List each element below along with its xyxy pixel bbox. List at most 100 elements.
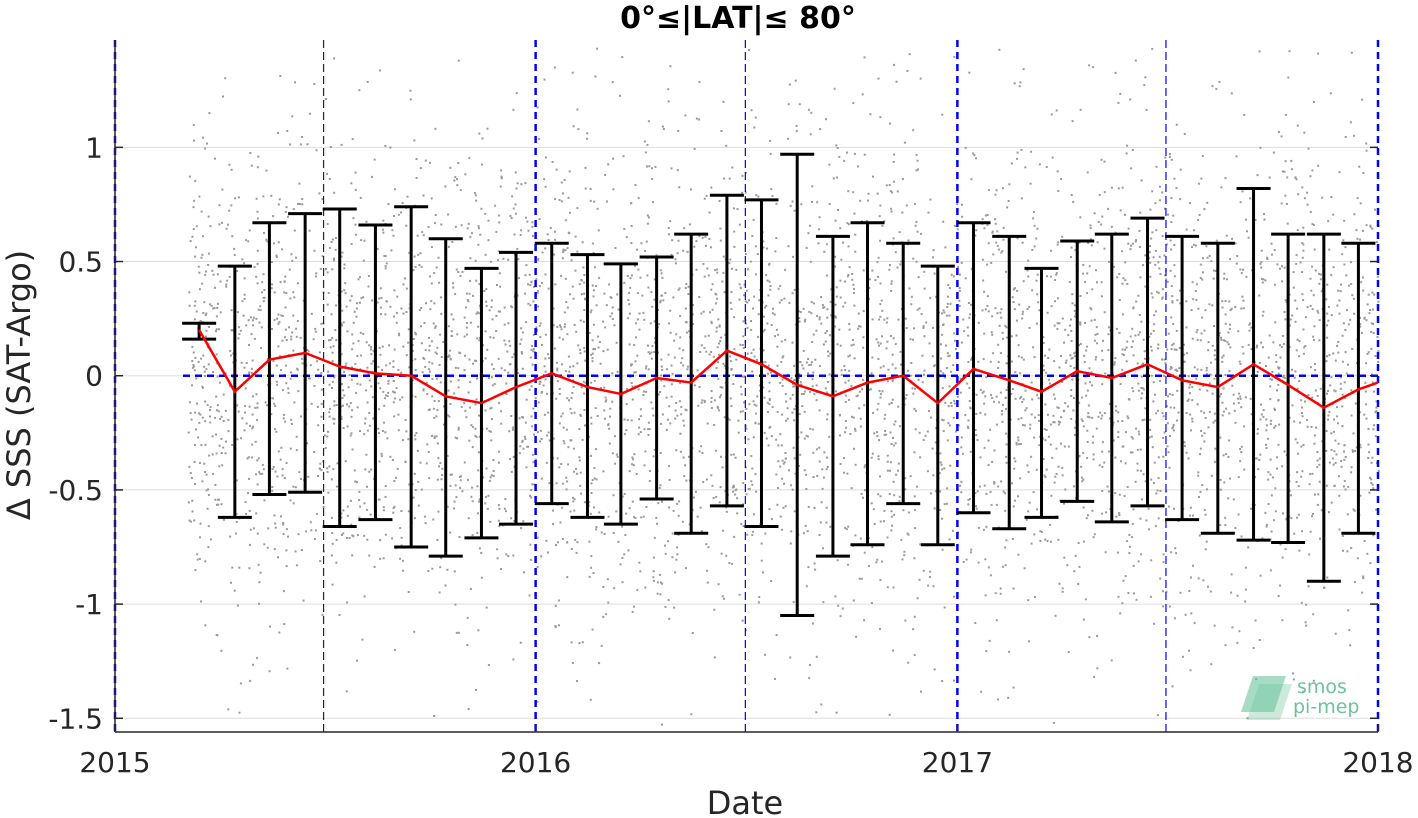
scatter-point xyxy=(787,103,790,106)
scatter-point xyxy=(748,299,750,302)
scatter-point xyxy=(189,472,192,474)
scatter-point xyxy=(208,326,210,328)
scatter-point xyxy=(752,218,755,221)
scatter-point xyxy=(328,178,331,180)
scatter-point xyxy=(351,138,354,141)
scatter-point xyxy=(551,161,554,163)
scatter-point xyxy=(474,359,476,362)
scatter-point xyxy=(427,409,430,411)
scatter-point xyxy=(392,380,395,383)
scatter-point xyxy=(449,380,452,383)
scatter-point xyxy=(769,285,772,287)
scatter-point xyxy=(1092,536,1095,539)
scatter-point xyxy=(591,360,594,363)
scatter-point xyxy=(1058,582,1061,585)
scatter-point xyxy=(427,570,430,573)
scatter-point xyxy=(667,599,670,602)
scatter-point xyxy=(1176,419,1178,422)
scatter-point xyxy=(1265,424,1268,427)
scatter-point xyxy=(326,470,329,473)
scatter-point xyxy=(1072,397,1075,399)
scatter-point xyxy=(563,325,566,328)
scatter-point xyxy=(201,282,204,285)
scatter-point xyxy=(644,586,647,589)
scatter-point xyxy=(1061,467,1064,469)
scatter-point xyxy=(570,641,573,644)
scatter-point xyxy=(1194,290,1197,293)
scatter-point xyxy=(892,337,895,340)
scatter-point xyxy=(859,325,862,328)
scatter-point xyxy=(676,502,679,505)
scatter-point xyxy=(1281,335,1284,337)
scatter-point xyxy=(591,352,594,355)
scatter-point xyxy=(671,532,674,535)
scatter-point xyxy=(1310,366,1312,369)
scatter-point xyxy=(225,440,227,443)
scatter-point xyxy=(256,249,259,252)
scatter-point xyxy=(793,379,796,382)
scatter-point xyxy=(195,310,198,313)
scatter-point xyxy=(873,432,876,435)
scatter-point xyxy=(291,115,294,118)
scatter-point xyxy=(1295,481,1298,483)
scatter-point xyxy=(213,307,216,310)
scatter-point xyxy=(540,555,543,558)
scatter-point xyxy=(1369,562,1372,565)
scatter-point xyxy=(535,330,538,332)
scatter-point xyxy=(379,306,382,309)
scatter-point xyxy=(579,348,582,351)
scatter-point xyxy=(475,199,478,202)
scatter-point xyxy=(904,397,907,400)
scatter-point xyxy=(1348,629,1351,631)
scatter-point xyxy=(1204,417,1207,419)
scatter-point xyxy=(1314,269,1317,272)
scatter-point xyxy=(583,501,586,504)
scatter-point xyxy=(258,321,261,324)
scatter-point xyxy=(616,455,619,458)
scatter-point xyxy=(251,359,254,362)
scatter-point xyxy=(343,267,346,270)
scatter-point xyxy=(746,352,749,355)
scatter-point xyxy=(1143,418,1146,421)
scatter-point xyxy=(1014,499,1017,502)
scatter-point xyxy=(1276,467,1278,470)
scatter-point xyxy=(877,493,880,496)
scatter-point xyxy=(826,456,828,459)
scatter-point xyxy=(1356,197,1359,200)
scatter-point xyxy=(914,527,917,530)
scatter-point xyxy=(286,215,289,218)
scatter-point xyxy=(890,510,893,513)
scatter-point xyxy=(1196,403,1199,406)
scatter-point xyxy=(700,312,703,315)
scatter-point xyxy=(477,225,480,228)
scatter-point xyxy=(275,256,278,259)
scatter-point xyxy=(357,534,359,537)
scatter-point xyxy=(839,227,842,230)
scatter-point xyxy=(630,224,633,227)
scatter-point xyxy=(713,399,716,402)
scatter-point xyxy=(742,482,745,485)
scatter-point xyxy=(539,429,542,432)
scatter-point xyxy=(1297,485,1300,488)
scatter-point xyxy=(468,439,471,442)
scatter-point xyxy=(756,395,759,398)
scatter-point xyxy=(567,196,570,199)
scatter-point xyxy=(826,316,829,319)
scatter-point xyxy=(715,326,718,329)
scatter-point xyxy=(1317,164,1320,167)
scatter-point xyxy=(1250,413,1253,416)
scatter-point xyxy=(806,435,809,438)
scatter-point xyxy=(1369,309,1372,311)
scatter-point xyxy=(1368,491,1371,494)
scatter-point xyxy=(531,221,534,224)
scatter-point xyxy=(627,549,630,552)
scatter-point xyxy=(806,530,809,533)
scatter-point xyxy=(568,399,570,402)
scatter-point xyxy=(982,390,985,393)
scatter-point xyxy=(949,302,952,305)
scatter-point xyxy=(1305,624,1308,627)
scatter-point xyxy=(352,342,355,345)
scatter-point xyxy=(440,488,443,491)
scatter-point xyxy=(818,318,821,321)
scatter-point xyxy=(723,364,726,367)
